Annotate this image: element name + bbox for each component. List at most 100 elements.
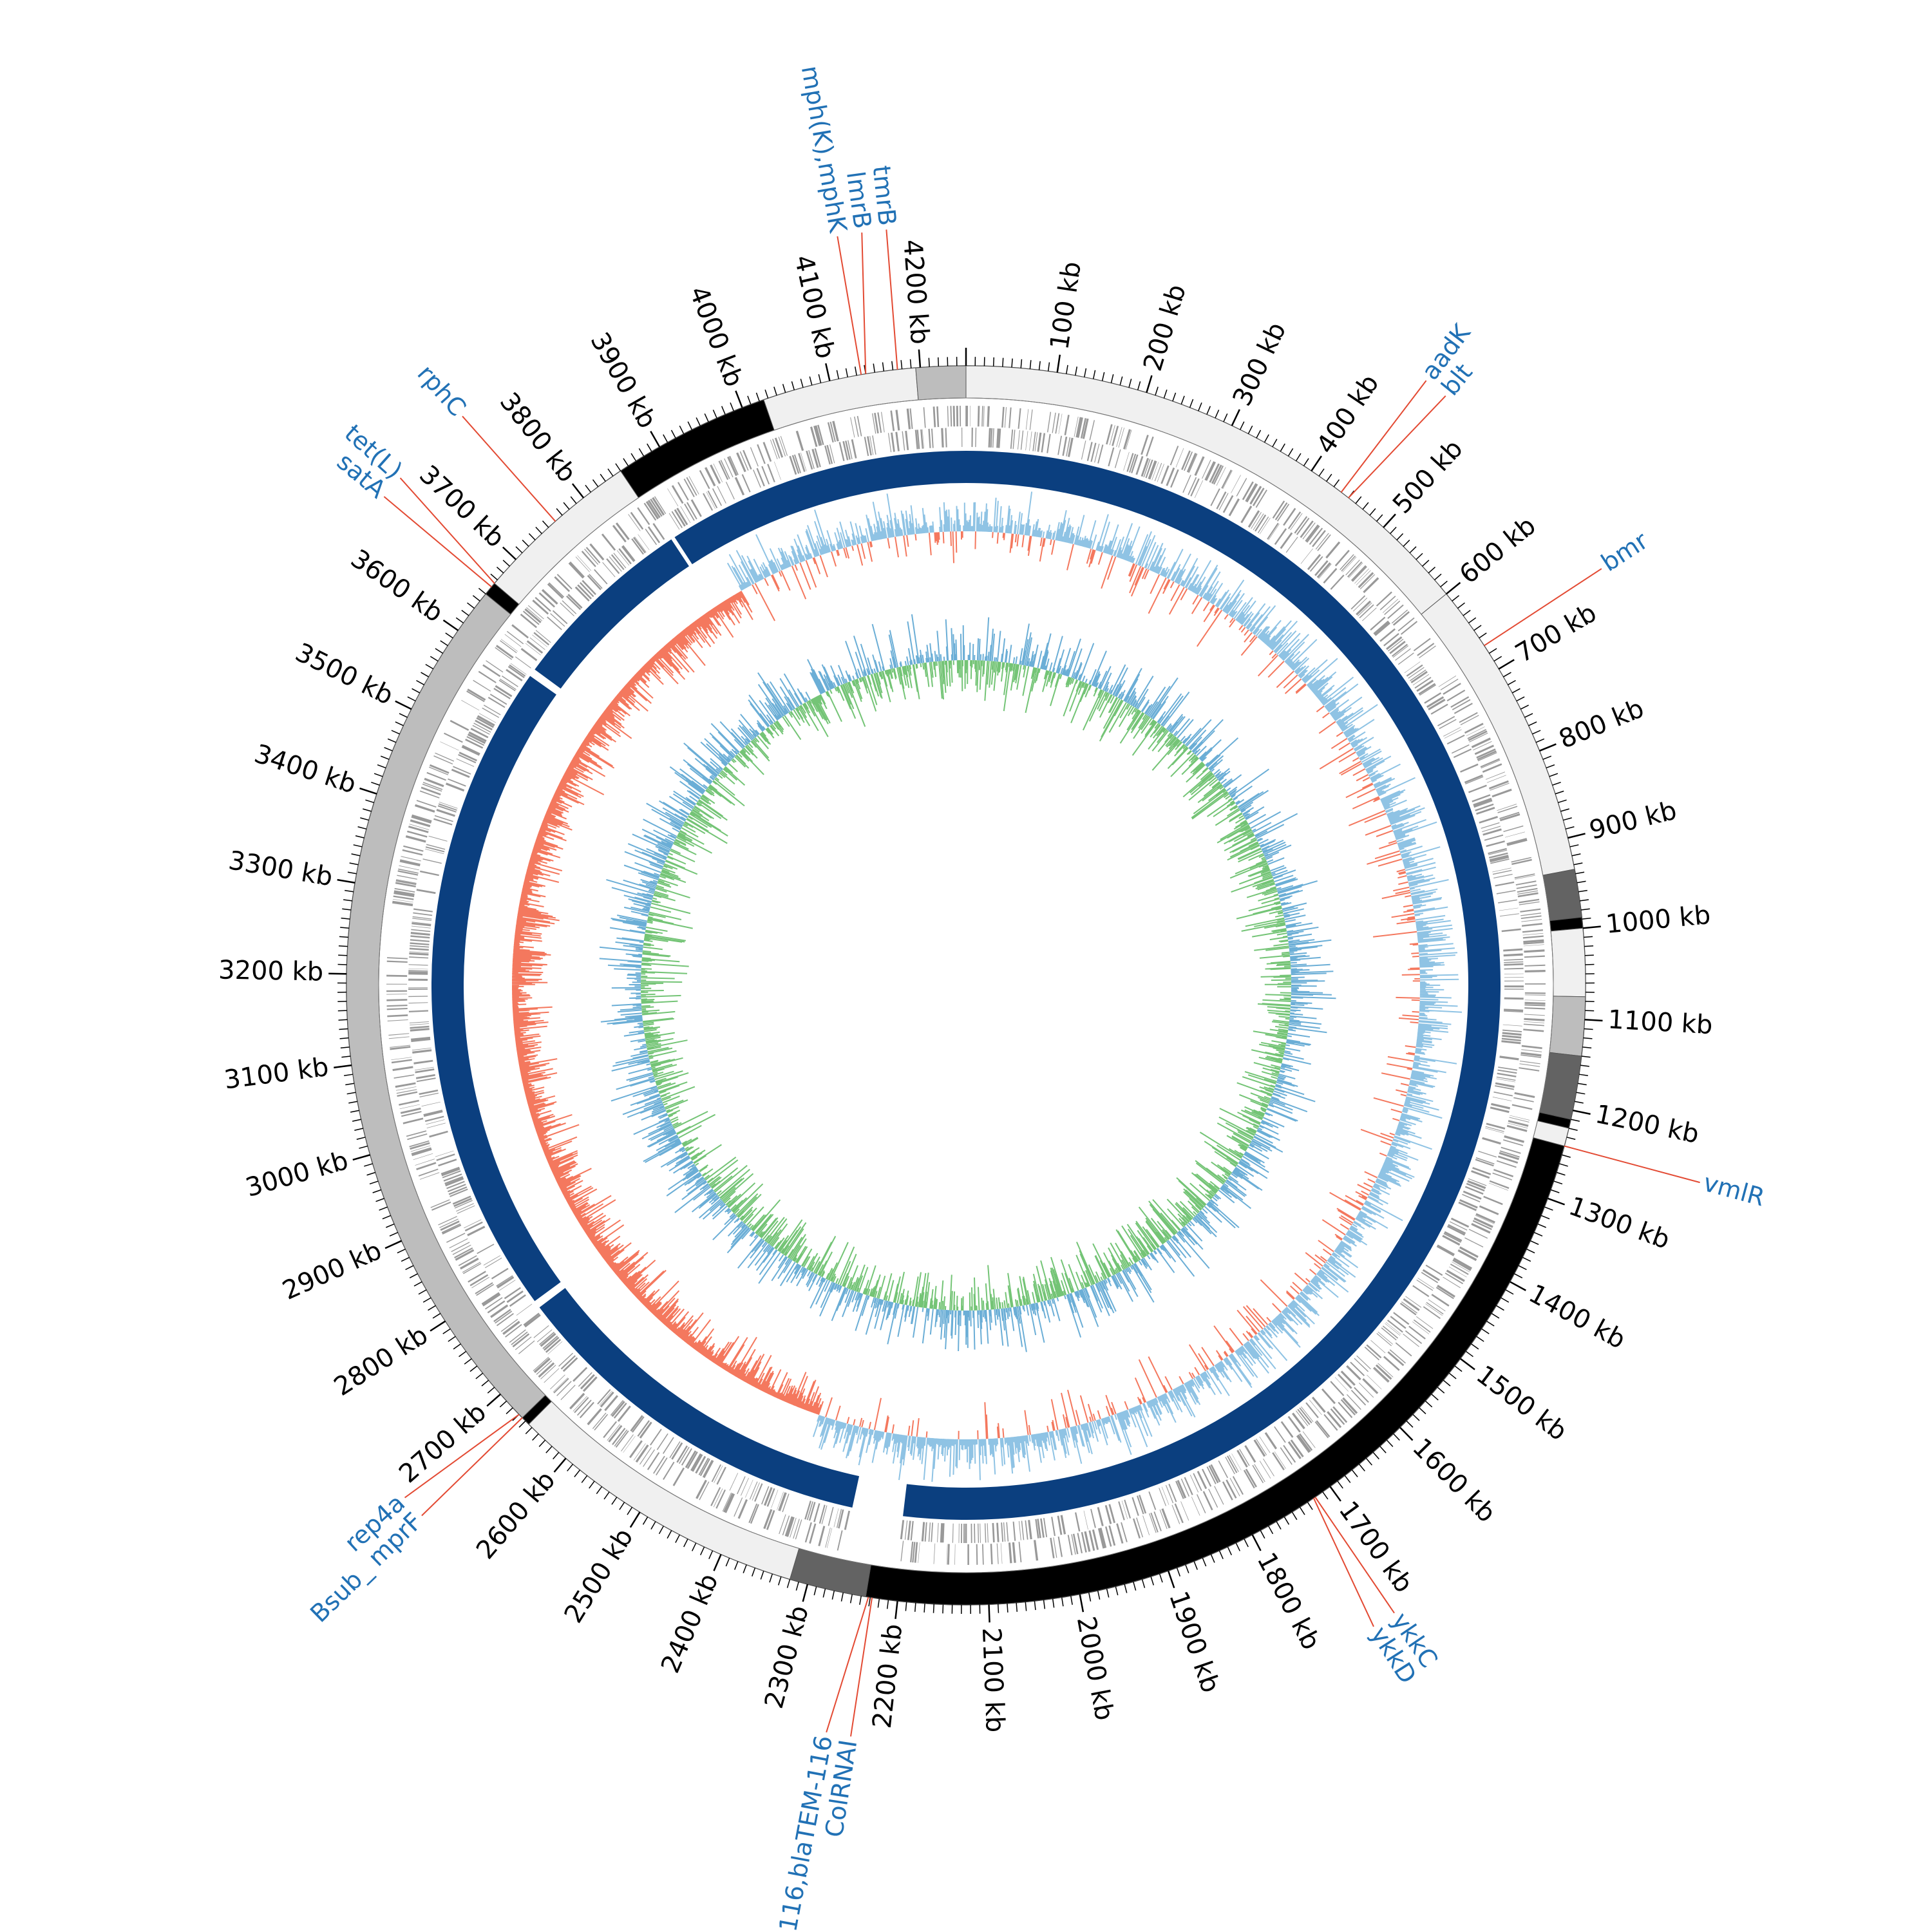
minor-tick bbox=[1276, 1521, 1282, 1530]
minor-tick bbox=[1185, 1564, 1189, 1573]
minor-tick bbox=[1376, 514, 1383, 522]
minor-tick bbox=[1578, 889, 1587, 893]
major-tick bbox=[430, 1320, 446, 1332]
major-tick bbox=[1231, 409, 1240, 426]
minor-tick bbox=[769, 1573, 773, 1583]
minor-tick bbox=[743, 1564, 747, 1573]
contig-segment bbox=[1539, 1052, 1582, 1120]
minor-tick bbox=[1533, 1231, 1543, 1236]
minor-tick bbox=[1549, 773, 1558, 777]
minor-tick bbox=[432, 1312, 441, 1319]
major-tick bbox=[1146, 375, 1153, 393]
minor-tick bbox=[352, 1119, 361, 1122]
minor-tick bbox=[1584, 954, 1594, 956]
contig-segment bbox=[528, 1401, 800, 1580]
minor-tick bbox=[563, 502, 570, 510]
minor-tick bbox=[840, 1592, 844, 1602]
contig-segment bbox=[915, 365, 967, 401]
minor-tick bbox=[1052, 1598, 1055, 1608]
minor-tick bbox=[1244, 1539, 1249, 1548]
contig-segment bbox=[1550, 927, 1586, 998]
minor-tick bbox=[1511, 688, 1520, 694]
minor-tick bbox=[795, 1582, 799, 1591]
minor-tick bbox=[751, 1567, 756, 1577]
tick-label: 3400 kb bbox=[251, 739, 359, 799]
tick-label: 700 kb bbox=[1510, 598, 1602, 669]
minor-tick bbox=[1555, 790, 1564, 795]
minor-tick bbox=[1559, 1163, 1568, 1167]
minor-tick bbox=[475, 1372, 484, 1379]
minor-tick bbox=[405, 1265, 414, 1271]
tick-label: 1100 kb bbox=[1607, 1005, 1713, 1040]
minor-tick bbox=[1206, 406, 1211, 415]
minor-tick bbox=[1584, 936, 1593, 938]
minor-tick bbox=[611, 1497, 618, 1505]
minor-tick bbox=[339, 1028, 348, 1030]
minor-tick bbox=[1571, 1119, 1580, 1122]
minor-tick bbox=[377, 764, 386, 769]
minor-tick bbox=[386, 1223, 395, 1228]
minor-tick bbox=[372, 1189, 382, 1193]
minor-tick bbox=[1479, 632, 1487, 639]
minor-tick bbox=[1425, 1400, 1433, 1408]
major-tick bbox=[384, 1240, 402, 1249]
tick-label: 2500 kb bbox=[559, 1523, 639, 1628]
minor-tick bbox=[1412, 1414, 1420, 1421]
minor-tick bbox=[413, 1281, 422, 1287]
minor-tick bbox=[831, 1590, 835, 1600]
minor-tick bbox=[859, 1596, 862, 1605]
minor-tick bbox=[421, 672, 430, 677]
minor-tick bbox=[1355, 496, 1362, 504]
minor-tick bbox=[905, 1602, 907, 1611]
minor-tick bbox=[630, 453, 637, 462]
minor-tick bbox=[340, 927, 350, 929]
minor-tick bbox=[369, 1180, 379, 1185]
minor-tick bbox=[481, 1379, 489, 1387]
contig-ring bbox=[346, 365, 1586, 1605]
tick-label: 200 kb bbox=[1138, 281, 1192, 374]
minor-tick bbox=[647, 443, 652, 452]
minor-tick bbox=[1491, 1312, 1500, 1319]
tick-label: 600 kb bbox=[1454, 511, 1542, 590]
major-tick bbox=[1167, 1570, 1175, 1589]
minor-tick bbox=[923, 1603, 925, 1613]
minor-tick bbox=[603, 1492, 610, 1500]
minor-tick bbox=[1084, 368, 1087, 377]
minor-tick bbox=[891, 361, 894, 370]
minor-tick bbox=[425, 663, 434, 670]
contig-segment bbox=[1549, 996, 1586, 1057]
minor-tick bbox=[1101, 372, 1105, 381]
minor-tick bbox=[683, 1539, 688, 1548]
minor-tick bbox=[1038, 361, 1041, 370]
major-tick bbox=[1251, 1534, 1262, 1551]
minor-tick bbox=[1150, 1576, 1155, 1586]
tick-label: 2400 kb bbox=[656, 1569, 724, 1678]
minor-tick bbox=[600, 473, 606, 482]
tick-label: 2200 kb bbox=[867, 1622, 909, 1730]
tick-label: 2300 kb bbox=[759, 1602, 815, 1711]
minor-tick bbox=[1437, 1387, 1445, 1394]
tick-label: 2900 kb bbox=[278, 1236, 386, 1306]
minor-tick bbox=[379, 1206, 388, 1211]
minor-tick bbox=[341, 917, 350, 920]
minor-tick bbox=[1326, 473, 1332, 482]
tick-label: 2000 kb bbox=[1071, 1614, 1119, 1723]
minor-tick bbox=[1034, 1601, 1036, 1611]
minor-tick bbox=[397, 1248, 406, 1254]
minor-tick bbox=[528, 533, 536, 541]
minor-tick bbox=[1070, 1596, 1073, 1605]
major-tick bbox=[442, 619, 459, 632]
minor-tick bbox=[542, 520, 549, 528]
minor-tick bbox=[518, 1420, 526, 1428]
minor-tick bbox=[1379, 1446, 1387, 1454]
minor-tick bbox=[1575, 871, 1585, 875]
minor-tick bbox=[350, 1110, 359, 1113]
minor-tick bbox=[708, 1550, 714, 1559]
minor-tick bbox=[1333, 479, 1340, 488]
minor-tick bbox=[1416, 553, 1423, 560]
minor-tick bbox=[1496, 1305, 1504, 1311]
gene-label-leader bbox=[1564, 1145, 1700, 1184]
minor-tick bbox=[1488, 648, 1497, 654]
major-tick bbox=[713, 1554, 722, 1571]
